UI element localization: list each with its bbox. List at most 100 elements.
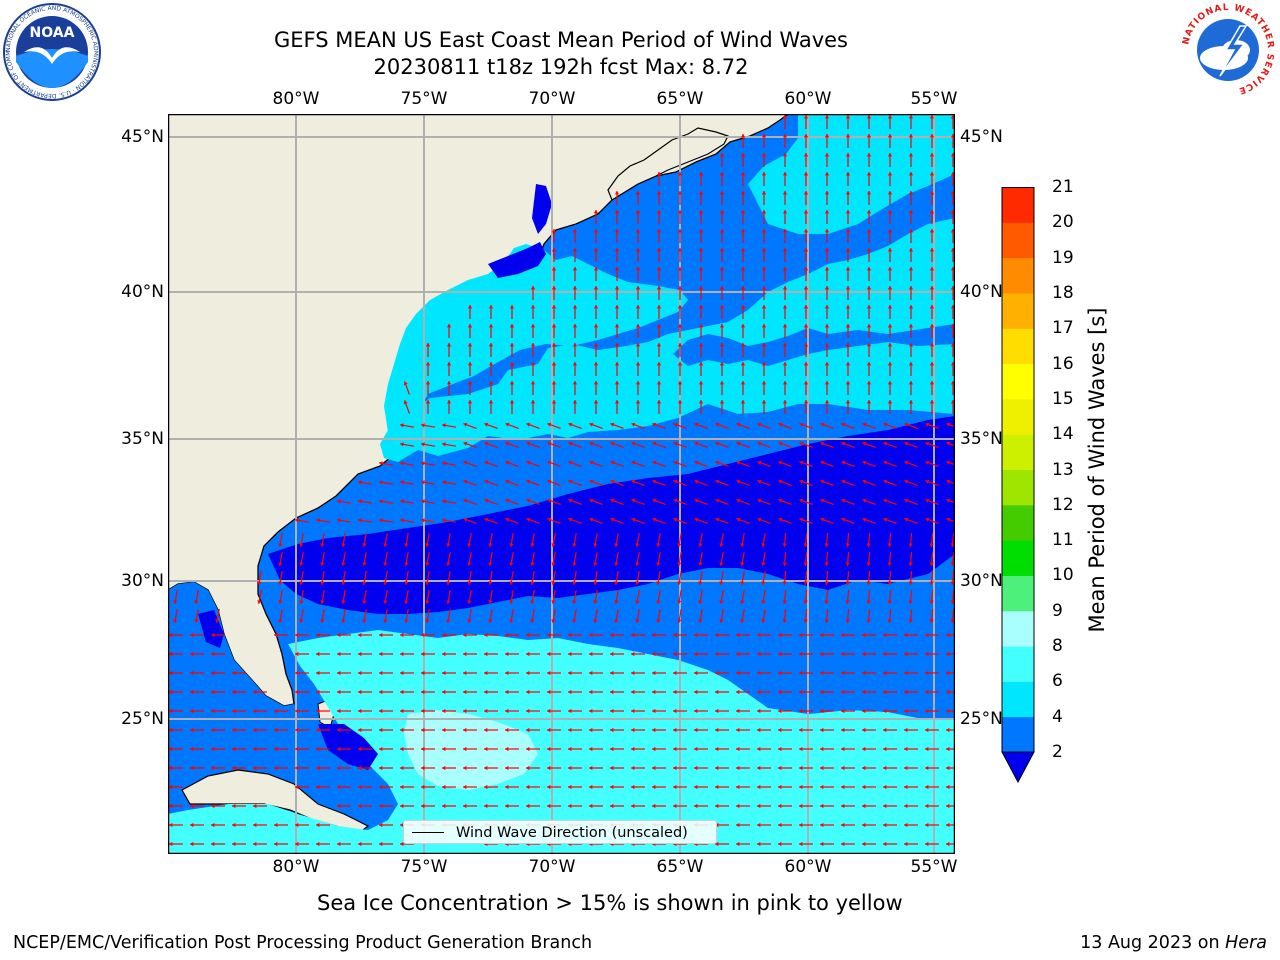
footer-date-text: 13 Aug 2023 on [1080,933,1226,953]
wave-direction-arrow [803,305,809,319]
wave-direction-arrow [572,305,578,319]
wave-direction-arrow [463,517,477,524]
wave-direction-arrow [845,532,850,548]
wave-direction-arrow [572,267,578,281]
wave-direction-arrow [778,784,792,790]
wave-direction-arrow [593,267,599,281]
wave-direction-arrow [425,609,430,623]
wave-direction-arrow [400,442,414,447]
wave-direction-arrow [211,632,225,638]
wave-direction-arrow [946,479,955,485]
colorbar-segment [1002,363,1034,400]
wave-direction-arrow [883,441,897,448]
wave-direction-arrow [379,461,393,466]
wave-direction-arrow [925,422,939,429]
wave-direction-arrow [610,803,624,809]
colorbar-tick-label: 17 [1052,318,1074,339]
wave-direction-arrow [820,689,834,695]
wave-direction-arrow [400,803,414,809]
wave-direction-arrow [820,727,834,733]
wave-direction-arrow [799,670,813,676]
lat-tick-right: 30°N [960,571,1003,591]
wave-direction-arrow [337,670,351,676]
wave-direction-arrow [719,210,725,224]
wave-direction-arrow [887,115,893,129]
wave-direction-arrow [908,381,914,395]
wave-direction-arrow [253,727,267,733]
wave-direction-arrow [925,460,939,467]
wave-direction-arrow [421,518,435,523]
wave-direction-arrow [568,765,582,771]
wave-direction-arrow [866,210,872,224]
wave-direction-arrow [908,286,914,300]
wave-direction-arrow [946,746,955,752]
wave-direction-arrow [925,746,939,752]
wave-direction-arrow [673,498,687,505]
colorbar-frame [1001,187,1035,753]
wave-direction-arrow [782,286,788,300]
wave-direction-arrow [610,708,624,714]
wave-direction-arrow [946,422,955,428]
wave-direction-arrow [467,533,472,547]
wave-direction-arrow [925,822,939,828]
wave-direction-arrow [799,651,813,657]
wave-direction-arrow [782,608,787,624]
wave-direction-arrow [694,803,708,809]
wave-direction-arrow [883,727,897,733]
wave-direction-arrow [862,708,876,714]
wave-direction-arrow [253,746,267,752]
wave-direction-arrow [253,708,267,714]
wave-direction-arrow [736,822,750,828]
wave-direction-arrow [169,822,183,828]
wave-direction-arrow [883,841,897,847]
wave-direction-arrow [887,381,893,395]
wave-direction-arrow [547,784,561,790]
wave-direction-arrow [442,499,456,504]
wave-direction-arrow [841,689,855,695]
wave-direction-arrow [866,134,872,148]
wave-direction-arrow [887,191,893,205]
wave-direction-arrow [908,134,914,148]
wave-direction-arrow [593,210,599,224]
wave-direction-arrow [421,632,435,638]
wave-direction-arrow [694,689,708,695]
wave-direction-arrow [778,460,792,467]
wave-direction-arrow [862,460,876,467]
wave-direction-arrow [929,532,934,548]
wave-direction-arrow [610,441,624,448]
wave-direction-arrow [673,422,687,429]
wave-direction-arrow [505,746,519,752]
wave-direction-arrow [484,765,498,771]
wave-direction-arrow [526,422,540,429]
footer-date: 13 Aug 2023 on Hera [1080,932,1267,954]
wave-direction-arrow [509,305,515,319]
wave-direction-arrow [215,609,220,623]
wave-direction-arrow [736,422,750,429]
wave-direction-arrow [652,460,666,467]
wave-direction-arrow [820,441,834,448]
wave-direction-arrow [946,517,955,523]
lon-tick-bottom: 55°W [910,857,958,877]
wave-direction-arrow [467,362,473,376]
wave-direction-arrow [379,708,393,714]
wave-direction-arrow [929,343,935,357]
map-legend: Wind Wave Direction (unscaled) [403,820,717,844]
wave-direction-arrow [610,651,624,657]
wave-direction-arrow [908,343,914,357]
lat-tick-right: 25°N [960,709,1003,729]
wave-direction-arrow [568,670,582,676]
wave-direction-arrow [169,784,183,790]
wave-direction-arrow [442,632,456,638]
wave-direction-arrow [362,609,367,623]
wave-direction-arrow [862,517,876,524]
wave-direction-arrow [446,590,451,604]
wave-direction-arrow [799,822,813,828]
wave-direction-arrow [190,727,204,733]
wave-direction-arrow [824,172,830,186]
colorbar-segment [1002,328,1034,365]
wave-direction-arrow [505,498,519,505]
wave-direction-arrow [803,191,809,205]
wave-direction-arrow [841,441,855,448]
wave-direction-arrow [719,286,725,300]
wave-direction-arrow [715,498,729,505]
